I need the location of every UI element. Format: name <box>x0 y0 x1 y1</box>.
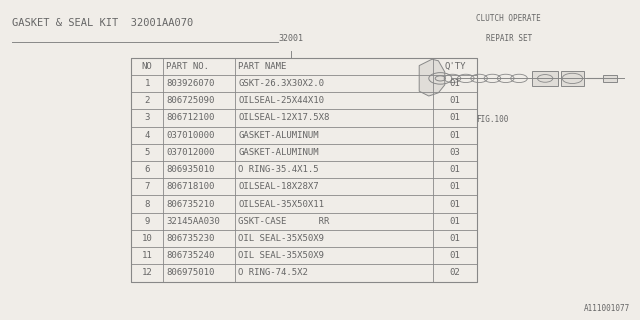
Text: 806935010: 806935010 <box>166 165 214 174</box>
Text: 037012000: 037012000 <box>166 148 214 157</box>
Text: PART NO.: PART NO. <box>166 62 209 71</box>
Text: FIG.100: FIG.100 <box>477 115 509 124</box>
Text: REPAIR SET: REPAIR SET <box>486 34 532 43</box>
Text: O RING-74.5X2: O RING-74.5X2 <box>238 268 308 277</box>
Text: 01: 01 <box>450 217 460 226</box>
Text: 02: 02 <box>450 268 460 277</box>
Text: 6: 6 <box>145 165 150 174</box>
Text: 12: 12 <box>141 268 152 277</box>
Text: Q'TY: Q'TY <box>444 62 466 71</box>
Text: 806718100: 806718100 <box>166 182 214 191</box>
Text: 01: 01 <box>450 96 460 105</box>
Text: 3: 3 <box>145 113 150 123</box>
Text: 2: 2 <box>145 96 150 105</box>
Text: A111001077: A111001077 <box>584 304 630 313</box>
Text: GSKT-26.3X30X2.0: GSKT-26.3X30X2.0 <box>238 79 324 88</box>
Bar <box>561 71 584 86</box>
Text: 01: 01 <box>450 113 460 123</box>
Text: 806735230: 806735230 <box>166 234 214 243</box>
Text: 806975010: 806975010 <box>166 268 214 277</box>
Text: 32001: 32001 <box>278 34 304 43</box>
Text: 806735210: 806735210 <box>166 200 214 209</box>
Text: OILSEAL-25X44X10: OILSEAL-25X44X10 <box>238 96 324 105</box>
Text: 01: 01 <box>450 234 460 243</box>
Text: 8: 8 <box>145 200 150 209</box>
Text: 01: 01 <box>450 79 460 88</box>
Text: 4: 4 <box>145 131 150 140</box>
Text: 01: 01 <box>450 251 460 260</box>
Text: 803926070: 803926070 <box>166 79 214 88</box>
Text: 01: 01 <box>450 165 460 174</box>
Polygon shape <box>419 59 445 96</box>
Text: CLUTCH OPERATE: CLUTCH OPERATE <box>476 14 541 23</box>
Text: PART NAME: PART NAME <box>238 62 287 71</box>
Text: 1: 1 <box>145 79 150 88</box>
Text: GSKT-CASE      RR: GSKT-CASE RR <box>238 217 330 226</box>
Text: 10: 10 <box>141 234 152 243</box>
Text: 11: 11 <box>141 251 152 260</box>
Text: OILSEAL-35X50X11: OILSEAL-35X50X11 <box>238 200 324 209</box>
Text: 037010000: 037010000 <box>166 131 214 140</box>
Text: OILSEAL-12X17.5X8: OILSEAL-12X17.5X8 <box>238 113 330 123</box>
Text: OIL SEAL-35X50X9: OIL SEAL-35X50X9 <box>238 251 324 260</box>
Text: 7: 7 <box>145 182 150 191</box>
Text: 01: 01 <box>450 131 460 140</box>
Text: GASKET-ALUMINUM: GASKET-ALUMINUM <box>238 131 319 140</box>
Text: GASKET-ALUMINUM: GASKET-ALUMINUM <box>238 148 319 157</box>
Text: 806735240: 806735240 <box>166 251 214 260</box>
Bar <box>603 75 617 82</box>
Text: NO: NO <box>141 62 152 71</box>
Text: 03: 03 <box>450 148 460 157</box>
Text: 806725090: 806725090 <box>166 96 214 105</box>
Bar <box>532 71 558 86</box>
Text: 01: 01 <box>450 200 460 209</box>
Text: OILSEAL-18X28X7: OILSEAL-18X28X7 <box>238 182 319 191</box>
Bar <box>131 58 477 282</box>
Text: O RING-35.4X1.5: O RING-35.4X1.5 <box>238 165 319 174</box>
Text: 9: 9 <box>145 217 150 226</box>
Text: 01: 01 <box>450 182 460 191</box>
Text: 5: 5 <box>145 148 150 157</box>
Text: GASKET & SEAL KIT  32001AA070: GASKET & SEAL KIT 32001AA070 <box>12 18 193 28</box>
Text: 32145AA030: 32145AA030 <box>166 217 220 226</box>
Text: 806712100: 806712100 <box>166 113 214 123</box>
Text: OIL SEAL-35X50X9: OIL SEAL-35X50X9 <box>238 234 324 243</box>
